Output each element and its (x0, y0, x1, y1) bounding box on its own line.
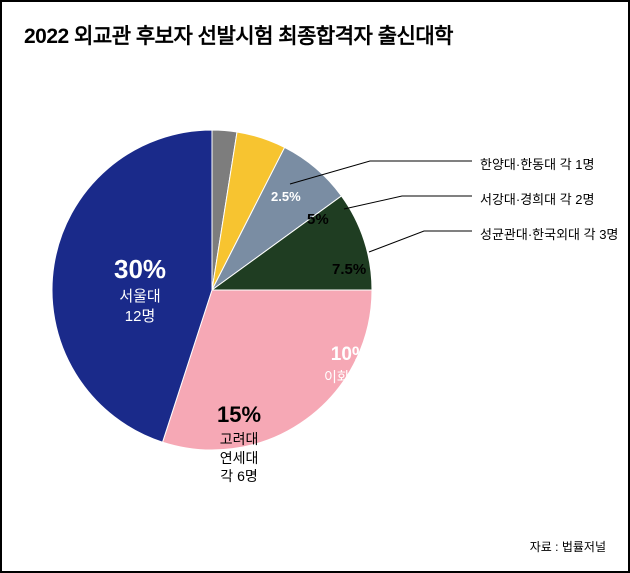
slice-pct-gray: 2.5% (271, 188, 301, 206)
leader-label-steel: 성균관대·한국외대 각 3명 (480, 224, 618, 243)
chart-title: 2022 외교관 후보자 선발시험 최종합격자 출신대학 (2, 2, 628, 50)
slice-label-yellow: 5% (307, 210, 329, 230)
slice-name-pink-2: 각 6명 (217, 467, 261, 486)
slice-name-pink-1: 연세대 (217, 449, 261, 468)
leader-label-yellow: 서강대·경희대 각 2명 (480, 189, 594, 208)
slice-pct-navy: 30% (114, 252, 166, 287)
leader-line-steel (369, 231, 472, 252)
chart-area: 2.5% 5% 7.5% 10%이화여대4명 15%고려대연세대각 6명 30%서울대12… (2, 50, 628, 530)
slice-label-pink: 15%고려대연세대각 6명 (217, 400, 261, 486)
slice-pct-steel: 7.5% (332, 260, 366, 280)
slice-name-dgreen-0: 이화여대 (324, 368, 376, 387)
leader-line-yellow (344, 196, 472, 209)
slice-name-dgreen-1: 4명 (324, 387, 376, 406)
slice-pct-dgreen: 10% (324, 342, 376, 368)
slice-name-pink-0: 고려대 (217, 430, 261, 449)
leader-label-gray: 한양대·한동대 각 1명 (480, 154, 594, 173)
slice-pct-yellow: 5% (307, 210, 329, 230)
slice-label-gray: 2.5% (271, 188, 301, 206)
slice-name-navy-0: 서울대 (114, 287, 166, 307)
slice-label-navy: 30%서울대12명 (114, 252, 166, 328)
source-credit: 자료 : 법률저널 (530, 538, 606, 555)
slice-pct-pink: 15% (217, 400, 261, 430)
slice-name-navy-1: 12명 (114, 307, 166, 327)
slice-label-steel: 7.5% (332, 260, 366, 280)
slice-label-dgreen: 10%이화여대4명 (324, 342, 376, 405)
